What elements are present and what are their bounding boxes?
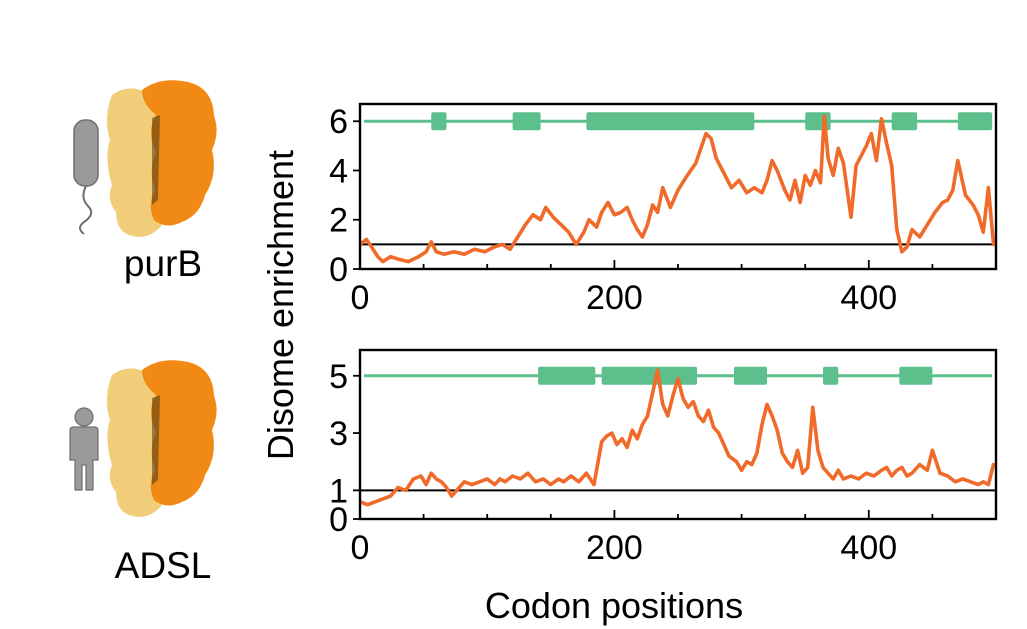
domain-block [601,366,698,385]
x-axis-label: Codon positions [485,585,743,626]
x-tick-label: 0 [351,529,370,567]
domain-block [431,112,447,131]
domain-block [733,366,768,385]
y-tick-label: 0 [329,251,348,289]
y-tick-label: 4 [329,152,348,190]
domain-block [957,112,993,131]
domain-block [823,366,839,385]
domain-block [586,112,755,131]
chart-panel-ADSL: 0 200 400 01 3 5 [329,348,998,567]
domain-block [891,112,918,131]
protein-label-ADSL: ADSL [115,545,212,586]
plot-area [360,366,996,507]
y-tick-label: 6 [329,103,348,141]
protein-structure-ADSL [106,360,217,517]
y-tick-label: 5 [329,358,348,396]
domain-block [899,366,933,385]
enrichment-trace [360,368,996,507]
human-icon [69,407,99,491]
x-tick-label: 400 [840,279,897,317]
x-tick-label: 0 [351,279,370,317]
y-axis-label: Disome enrichment [260,150,301,460]
chart-panel-purB: 0 200 400 0 2 4 6 [329,102,998,317]
x-tick-label: 200 [586,529,643,567]
x-tick-label: 200 [586,279,643,317]
protein-label-purB: purB [124,243,202,284]
domain-block [512,112,541,131]
protein-structure-purB [106,80,217,237]
domain-block [538,366,596,385]
y-tick-label: 2 [329,202,348,240]
enrichment-trace [360,114,996,264]
y-tick-label: 1 [329,472,348,510]
plot-area [360,112,996,264]
y-tick-label: 3 [329,415,348,453]
x-tick-label: 400 [840,529,897,567]
bacterium-icon [73,119,99,235]
y-tick-label: 0 [329,501,348,539]
